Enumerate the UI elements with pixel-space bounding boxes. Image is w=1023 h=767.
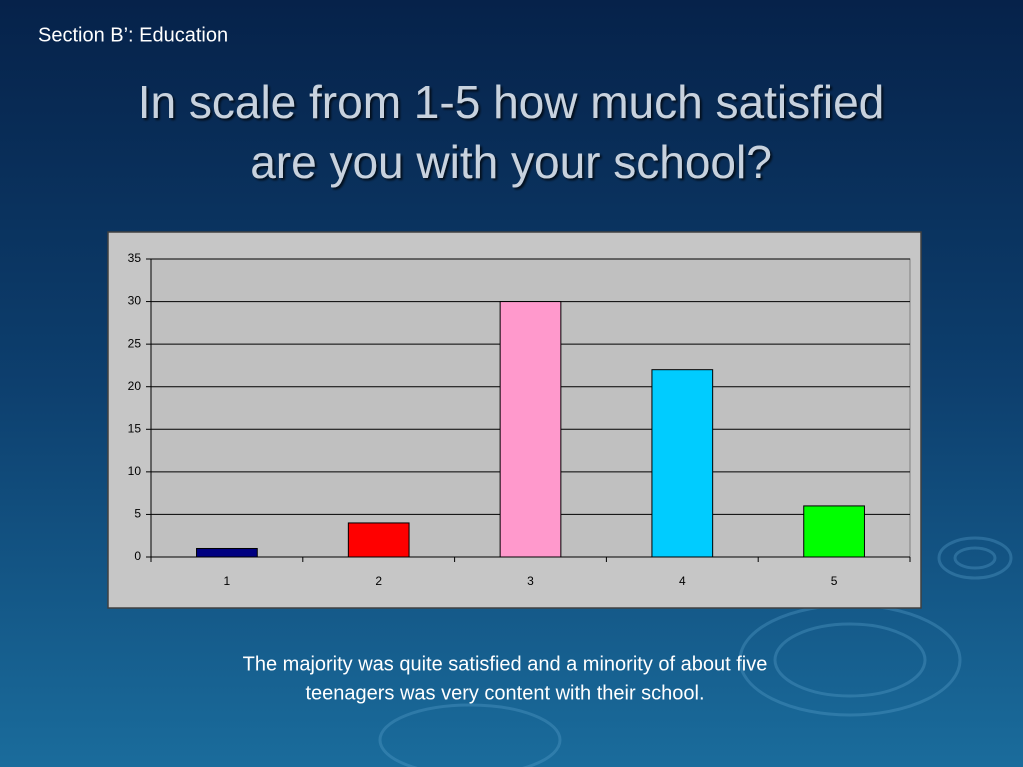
caption: The majority was quite satisfied and a m… — [243, 653, 768, 675]
bar — [651, 369, 714, 558]
y-tick-label: 5 — [134, 507, 141, 521]
y-tick-label: 25 — [128, 336, 142, 350]
y-tick-label: 35 — [128, 251, 142, 265]
section-label: Section B’: Education — [38, 24, 228, 46]
x-tick-label: 3 — [527, 574, 534, 588]
x-tick-label: 1 — [224, 574, 231, 588]
y-tick-label: 0 — [134, 549, 141, 563]
y-tick-label: 10 — [128, 464, 142, 478]
slide-title: are you with your school? — [250, 136, 772, 188]
bar — [347, 522, 410, 558]
x-tick-label: 2 — [375, 574, 382, 588]
x-tick-label: 5 — [831, 574, 838, 588]
chart: 0 5 10 15 20 25 30 35 1 2 3 4 5 — [128, 251, 911, 588]
slide-title: In scale from 1-5 how much satisfied — [138, 76, 885, 128]
bar — [196, 547, 258, 558]
bar — [499, 301, 562, 558]
y-tick-label: 20 — [128, 379, 142, 393]
x-tick-label: 4 — [679, 574, 686, 588]
y-tick-label: 15 — [128, 421, 142, 435]
caption: teenagers was very content with their sc… — [305, 682, 704, 704]
bar — [803, 505, 865, 558]
y-tick-label: 30 — [128, 294, 142, 308]
